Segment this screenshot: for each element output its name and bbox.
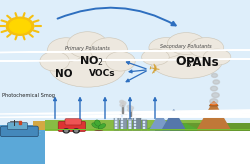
Circle shape [213,80,220,84]
Text: PANs: PANs [186,56,219,69]
Polygon shape [32,121,62,130]
Ellipse shape [203,49,231,65]
Ellipse shape [150,43,222,79]
Polygon shape [0,57,250,61]
Polygon shape [121,118,122,119]
Polygon shape [19,121,20,124]
Polygon shape [0,113,250,117]
Circle shape [210,86,218,91]
Polygon shape [121,121,122,122]
Polygon shape [45,129,250,130]
Polygon shape [115,127,116,128]
Polygon shape [155,123,250,131]
FancyBboxPatch shape [58,121,86,132]
Circle shape [120,100,124,103]
Polygon shape [128,121,130,122]
Polygon shape [210,102,218,106]
Ellipse shape [94,129,103,131]
Polygon shape [198,102,230,130]
Text: Primary Pollutants: Primary Pollutants [65,46,110,51]
Circle shape [63,129,69,133]
FancyBboxPatch shape [132,115,141,130]
Polygon shape [0,110,250,114]
Polygon shape [0,128,250,164]
FancyBboxPatch shape [65,119,81,125]
FancyBboxPatch shape [128,118,132,130]
Polygon shape [0,48,250,52]
Text: Photochemical Smog: Photochemical Smog [2,93,56,98]
Polygon shape [143,124,144,125]
Polygon shape [128,127,130,128]
Polygon shape [130,110,131,116]
Ellipse shape [142,49,169,65]
Text: NO: NO [55,69,72,79]
FancyBboxPatch shape [8,123,28,130]
Polygon shape [121,115,122,116]
Ellipse shape [106,51,135,71]
Text: VOCs: VOCs [89,69,116,78]
Ellipse shape [149,38,184,58]
Text: Secondary Pollutants: Secondary Pollutants [160,44,212,49]
Polygon shape [115,124,116,125]
Ellipse shape [49,44,126,87]
FancyBboxPatch shape [142,120,147,130]
Text: NO$_2$: NO$_2$ [79,54,104,68]
Polygon shape [162,110,185,130]
Polygon shape [45,120,220,131]
Ellipse shape [92,123,99,128]
Circle shape [73,129,79,133]
Polygon shape [134,118,135,119]
Circle shape [212,73,218,77]
Circle shape [210,99,218,104]
Ellipse shape [98,124,106,129]
Text: O$_3$: O$_3$ [175,55,192,70]
Circle shape [127,105,131,108]
Circle shape [120,103,125,107]
Polygon shape [0,125,45,164]
Ellipse shape [40,51,69,71]
Polygon shape [121,127,122,128]
Polygon shape [122,105,123,113]
Polygon shape [210,102,217,105]
Circle shape [6,17,34,35]
FancyBboxPatch shape [120,112,127,130]
Circle shape [65,130,68,132]
Polygon shape [143,121,144,122]
Circle shape [129,106,134,109]
Polygon shape [0,0,250,128]
Polygon shape [121,124,122,125]
Circle shape [128,108,132,112]
Circle shape [122,102,126,104]
Polygon shape [148,124,198,130]
Polygon shape [143,127,144,128]
Text: ✈: ✈ [147,62,161,78]
Ellipse shape [48,38,85,62]
Circle shape [10,19,30,33]
FancyBboxPatch shape [0,126,38,137]
Ellipse shape [90,38,128,62]
FancyBboxPatch shape [114,116,119,130]
Ellipse shape [95,120,100,126]
Polygon shape [134,124,135,125]
Polygon shape [134,121,135,122]
Polygon shape [150,113,170,130]
Polygon shape [115,121,116,122]
Circle shape [212,93,219,98]
Ellipse shape [168,33,205,54]
Polygon shape [134,127,135,128]
Circle shape [75,130,78,132]
Ellipse shape [189,38,224,58]
Ellipse shape [67,32,108,58]
Polygon shape [128,124,130,125]
Polygon shape [115,118,116,119]
